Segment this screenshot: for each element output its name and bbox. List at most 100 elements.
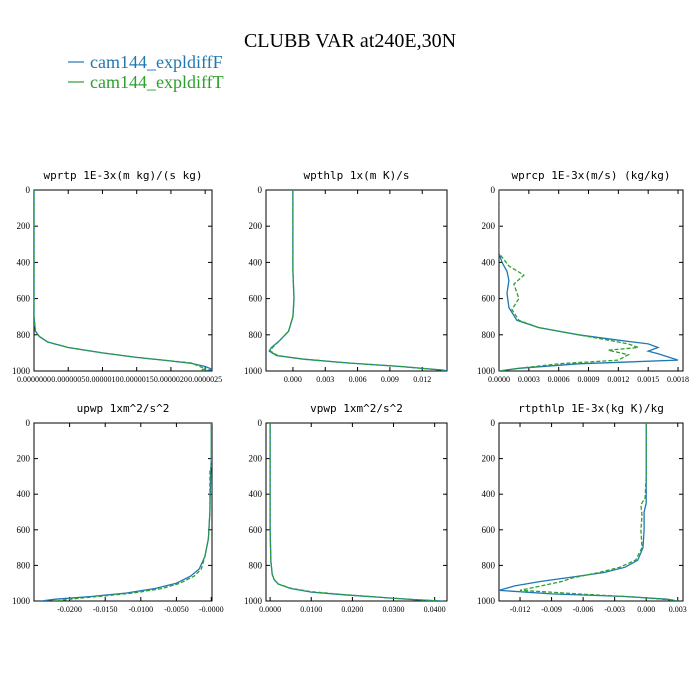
- x-tick-label: 0.0000025: [188, 375, 222, 384]
- x-tick-label: 0.0000020: [154, 375, 188, 384]
- panel-6: rtpthlp 1E-3x(kg K)/kg 0 200 400 600 800 1000 -…: [477, 402, 687, 614]
- series-line-cam144_expldiffF: [34, 190, 212, 371]
- y-tick-label: 200: [17, 454, 31, 464]
- y-tick-label: 400: [249, 257, 263, 267]
- series-line-cam144_expldiffT: [269, 190, 445, 371]
- y-tick-label: 1000: [244, 596, 263, 606]
- y-tick-label: 0: [491, 418, 496, 428]
- y-tick-label: 200: [249, 454, 263, 464]
- y-tick-label: 800: [482, 330, 496, 340]
- y-tick-label: 1000: [477, 596, 496, 606]
- panel-title: wprcp 1E-3x(m/s) (kg/kg): [512, 169, 671, 182]
- x-tick-label: 0.006: [349, 375, 367, 384]
- y-tick-label: 800: [17, 560, 31, 570]
- legend-label-expldiffT: cam144_expldiffT: [90, 72, 224, 92]
- x-tick-label: -0.0200: [57, 605, 82, 614]
- panel-4: upwp 1xm^2/s^2 0 200 400 600 800 1000 -0.0200 -0…: [12, 402, 224, 614]
- y-tick-label: 1000: [12, 596, 31, 606]
- y-tick-label: 400: [17, 489, 31, 499]
- y-tick-label: 0: [258, 185, 263, 195]
- x-tick-label: 0.0009: [578, 375, 600, 384]
- y-tick-label: 400: [17, 257, 31, 267]
- y-tick-label: 600: [249, 294, 263, 304]
- panel-title: vpwp 1xm^2/s^2: [310, 402, 403, 415]
- y-tick-label: 600: [482, 525, 496, 535]
- x-tick-label: -0.0000: [199, 605, 224, 614]
- x-tick-label: 0.0015: [637, 375, 659, 384]
- x-tick-label: 0.0400: [424, 605, 446, 614]
- plot-frame: [265, 189, 448, 372]
- x-tick-label: 0.0006: [548, 375, 570, 384]
- x-tick-label: -0.0100: [128, 605, 153, 614]
- y-tick-label: 600: [17, 525, 31, 535]
- plot-frame: [498, 422, 684, 602]
- y-tick-label: 0: [491, 185, 496, 195]
- x-tick-label: 0.0012: [607, 375, 629, 384]
- plot-frame: [265, 422, 448, 602]
- x-tick-label: -0.006: [573, 605, 594, 614]
- panel-2: wpthlp 1x(m K)/s 0 200 400 600 800 1000 0.000 0.…: [244, 169, 448, 384]
- series-line-cam144_expldiffT: [499, 190, 639, 371]
- panel-title: upwp 1xm^2/s^2: [77, 402, 170, 415]
- x-tick-label: 0.0000015: [120, 375, 154, 384]
- y-tick-label: 400: [482, 489, 496, 499]
- y-tick-label: 200: [17, 221, 31, 231]
- y-tick-label: 0: [26, 418, 31, 428]
- x-tick-label: 0.000: [637, 605, 655, 614]
- x-tick-label: -0.0150: [93, 605, 118, 614]
- x-tick-label: 0.0200: [341, 605, 363, 614]
- x-tick-label: 0.0000000: [17, 375, 51, 384]
- y-tick-label: 200: [249, 221, 263, 231]
- plot-frame: [498, 189, 684, 372]
- legend-label-expldiffF: cam144_expldiffF: [90, 52, 223, 72]
- x-tick-label: 0.0000010: [85, 375, 119, 384]
- x-tick-label: 0.0000005: [51, 375, 85, 384]
- y-tick-label: 1000: [12, 366, 31, 376]
- x-tick-label: 0.0000: [488, 375, 510, 384]
- series-line-cam144_expldiffF: [499, 423, 678, 601]
- x-tick-label: 0.0003: [518, 375, 540, 384]
- y-tick-label: 800: [482, 560, 496, 570]
- x-tick-label: 0.000: [284, 375, 302, 384]
- y-tick-label: 1000: [477, 366, 496, 376]
- y-tick-label: 400: [249, 489, 263, 499]
- x-tick-label: -0.0050: [164, 605, 189, 614]
- y-tick-label: 600: [482, 294, 496, 304]
- series-line-cam144_expldiffT: [55, 423, 212, 601]
- panel-1: wprtp 1E-3x(m kg)/(s kg) 0 200 400 600 800 100…: [12, 169, 222, 384]
- x-tick-label: 0.0100: [300, 605, 322, 614]
- series-line-cam144_expldiffF: [268, 190, 447, 371]
- x-tick-label: 0.003: [669, 605, 687, 614]
- y-tick-label: 600: [249, 525, 263, 535]
- x-tick-label: 0.012: [413, 375, 431, 384]
- legend: cam144_expldiffF cam144_expldiffT: [68, 52, 224, 92]
- y-tick-label: 400: [482, 257, 496, 267]
- y-tick-label: 800: [17, 330, 31, 340]
- x-tick-label: -0.012: [510, 605, 531, 614]
- y-tick-label: 800: [249, 560, 263, 570]
- series-line-cam144_expldiffF: [41, 423, 212, 601]
- series-line-cam144_expldiffT: [269, 423, 439, 601]
- panel-title: rtpthlp 1E-3x(kg K)/kg: [518, 402, 664, 415]
- x-tick-label: 0.009: [381, 375, 399, 384]
- panel-title: wpthlp 1x(m K)/s: [304, 169, 410, 182]
- x-tick-label: -0.003: [604, 605, 625, 614]
- panel-title: wprtp 1E-3x(m kg)/(s kg): [44, 169, 203, 182]
- series-line-cam144_expldiffF: [269, 423, 443, 601]
- x-tick-label: -0.009: [541, 605, 562, 614]
- series-line-cam144_expldiffT: [519, 423, 678, 601]
- y-tick-label: 600: [17, 294, 31, 304]
- x-tick-label: 0.0000: [259, 605, 281, 614]
- y-tick-label: 800: [249, 330, 263, 340]
- y-tick-label: 0: [258, 418, 263, 428]
- y-tick-label: 200: [482, 454, 496, 464]
- plot-frame: [33, 422, 213, 602]
- y-tick-label: 0: [26, 185, 31, 195]
- y-tick-label: 1000: [244, 366, 263, 376]
- y-tick-label: 200: [482, 221, 496, 231]
- series-line-cam144_expldiffF: [499, 190, 679, 371]
- figure-title: CLUBB VAR at240E,30N: [244, 30, 456, 52]
- x-tick-label: 0.003: [316, 375, 334, 384]
